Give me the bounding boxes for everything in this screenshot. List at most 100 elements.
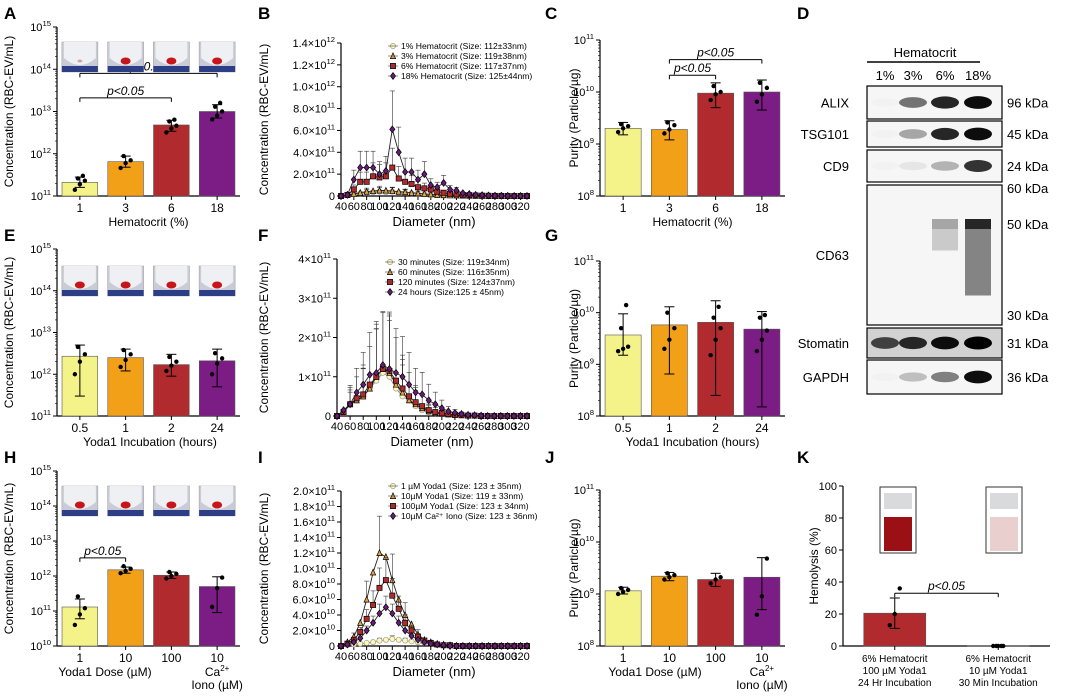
data-point-H	[167, 569, 172, 575]
point-I-3	[511, 642, 518, 650]
point-B-1	[363, 187, 370, 195]
sig-label-C: p<0.05	[673, 61, 711, 75]
point-I-3	[498, 642, 505, 650]
data-point-A	[82, 178, 88, 183]
x-tick-label-F: 140	[393, 421, 411, 433]
protein-label: CD63	[816, 248, 849, 263]
panel-letter-I: I	[258, 448, 263, 467]
point-F-1	[405, 396, 413, 404]
x-axis-label-extra2-J: Iono (µM)	[736, 678, 788, 692]
y-tick-label-K: 20	[825, 609, 837, 621]
point-I-0	[395, 636, 402, 643]
y-tick-label-E: 1011	[31, 408, 51, 423]
tube-base	[199, 66, 236, 72]
point-B-2	[440, 189, 447, 196]
point-B-3	[344, 190, 351, 199]
vial-liquid-1	[990, 517, 1018, 551]
data-point-C	[672, 122, 677, 128]
tube-image-H-0	[61, 485, 99, 517]
data-point-H	[128, 566, 133, 572]
point-B-1	[395, 187, 402, 195]
x-tick-label-F: 40	[331, 421, 343, 433]
bar-C-1	[651, 129, 688, 197]
y-tick-label-A: 1012	[30, 146, 51, 161]
point-B-3	[337, 192, 345, 200]
legend-label-B: 6% Hematocrit (Size: 117±37nm)	[401, 61, 527, 71]
panel-letter-J: J	[545, 448, 554, 467]
data-point-J	[713, 577, 718, 582]
point-B-1	[401, 188, 409, 196]
x-tick-label-C: 3	[666, 201, 673, 215]
bar-G-0	[604, 334, 642, 417]
western-blot: Hematocrit 1% 3% 6% 18% ALIX 96 kDa TSG101 45 kD…	[798, 45, 1049, 395]
kda-label: 45 kDa	[1007, 127, 1049, 142]
point-B-1	[376, 186, 383, 194]
protein-label: ALIX	[821, 96, 850, 111]
y-tick-label-E: 1013	[30, 325, 51, 340]
blot-band	[899, 129, 927, 139]
point-B-2	[370, 173, 377, 180]
y-tick-label-B: 8.0×1011	[293, 101, 335, 116]
point-I-2	[389, 592, 396, 599]
chart-B: 0 2.0×1011 4.0×1011 6.0×1011 8.0×1011 1.0×101…	[257, 35, 532, 229]
y-axis-label-A: Concentration (RBC-EV/mL)	[2, 36, 16, 187]
data-point-A	[174, 123, 179, 128]
data-point-E	[128, 352, 133, 357]
rbc-pellet	[77, 59, 83, 63]
y-tick-label-B: 1.4×1012	[292, 35, 335, 50]
data-point-G	[662, 346, 667, 351]
y-axis-label-J: Purity (Particle/µg)	[567, 519, 581, 618]
x-tick-label-F: 280	[485, 421, 503, 433]
x-tick-label-G: 1	[666, 421, 673, 435]
data-point-C	[757, 80, 763, 86]
y-tick-label-H: 1013	[30, 533, 51, 548]
panel-letter-E: E	[4, 226, 15, 245]
x-tick-label-F: 160	[406, 421, 424, 433]
point-B-3	[357, 163, 364, 172]
x-tick-label-F: 60	[344, 421, 356, 433]
data-point-C	[754, 99, 760, 104]
data-point-A	[80, 173, 86, 179]
vial-cap-0	[884, 493, 912, 509]
blot-band	[931, 96, 959, 109]
y-tick-label-C: 109	[577, 136, 594, 151]
y-tick-label-J: 109	[577, 586, 594, 601]
point-B-3	[498, 191, 505, 200]
blot-band	[931, 336, 959, 350]
point-F-3	[386, 364, 393, 373]
y-axis-label-E: Concentration (RBC-EV/mL)	[2, 257, 16, 408]
point-B-3	[421, 170, 428, 179]
point-B-3	[479, 191, 486, 200]
data-point-G	[618, 326, 624, 331]
point-B-2	[395, 175, 402, 182]
x-tick-label-I: 240	[460, 651, 478, 663]
x-tick-label-H: 10	[210, 651, 224, 665]
point-F-3	[399, 372, 406, 381]
rbc-pellet	[212, 501, 223, 509]
point-B-3	[485, 191, 492, 200]
blot-band	[964, 96, 992, 109]
sig-label-K: p<0.05	[927, 579, 965, 593]
panel-letter-C: C	[545, 4, 557, 23]
data-point-C	[618, 122, 624, 127]
point-B-3	[504, 191, 511, 200]
blot-band	[871, 98, 899, 107]
point-I-0	[376, 637, 383, 644]
panel-letter-G: G	[545, 226, 558, 245]
point-I-0	[370, 639, 377, 646]
point-I-2	[395, 605, 402, 612]
point-F-1	[366, 384, 373, 392]
bar-J-0	[604, 590, 642, 647]
x-tick-label-J: 100	[706, 651, 726, 665]
x-tick-label-B: 60	[348, 201, 360, 213]
point-B-3	[446, 185, 454, 194]
x-tick-label-E: 1	[122, 421, 129, 435]
y-axis-label-I: Concentration (RBC-EV/mL)	[257, 493, 271, 644]
chart-C: 108 109 1010 1011 1 3 6 18 p<0.05p<0.05 Purity (P…	[567, 32, 785, 229]
tube-base	[61, 510, 98, 516]
data-point-A	[167, 119, 172, 124]
point-F-1	[399, 388, 406, 396]
legend-label-F: 24 hours (Size:125 ± 45nm)	[398, 287, 504, 297]
vial-liquid-0	[884, 517, 912, 551]
